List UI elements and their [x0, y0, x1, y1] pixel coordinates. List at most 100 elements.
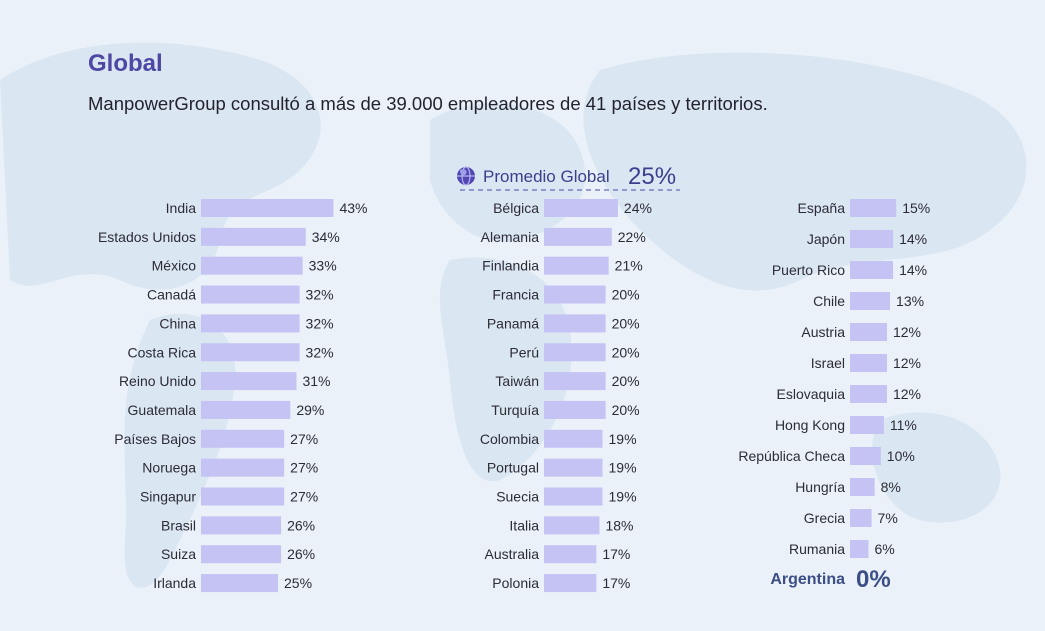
- value-label: 20%: [612, 373, 640, 389]
- bar: [201, 285, 300, 304]
- bar: [201, 314, 300, 333]
- page-title: Global: [88, 50, 163, 77]
- value-label: 29%: [296, 402, 324, 418]
- value-label: 12%: [893, 386, 921, 402]
- value-label: 24%: [624, 200, 652, 216]
- bar: [201, 256, 303, 275]
- category-label: Japón: [807, 231, 845, 247]
- bar: [544, 429, 603, 448]
- value-label: 20%: [612, 315, 640, 331]
- value-label: 32%: [306, 344, 334, 360]
- value-label: 15%: [902, 200, 930, 216]
- value-label: 10%: [887, 448, 915, 464]
- value-label: 20%: [612, 402, 640, 418]
- bars-layer: India 43% Estados Unidos 34% México 33% Canadá…: [98, 199, 930, 593]
- bar: [850, 478, 875, 496]
- value-label: 26%: [287, 517, 315, 533]
- bar: [850, 447, 881, 465]
- category-label: Hong Kong: [775, 417, 845, 433]
- value-label: 32%: [306, 287, 334, 303]
- category-label: Estados Unidos: [98, 229, 196, 245]
- bar: [544, 199, 618, 217]
- category-label: Alemania: [481, 229, 540, 245]
- value-label: 18%: [605, 517, 633, 533]
- category-label: Eslovaquia: [777, 386, 846, 402]
- category-label: Países Bajos: [114, 431, 196, 447]
- category-label: China: [159, 315, 196, 331]
- value-label: 17%: [602, 546, 630, 562]
- bar: [850, 385, 887, 403]
- bar: [850, 540, 869, 558]
- bar: [850, 354, 887, 372]
- category-label: Francia: [492, 287, 539, 303]
- bar-column-1: India 43% Estados Unidos 34% México 33% Canadá…: [98, 199, 367, 593]
- bar: [544, 400, 606, 419]
- category-label: Taiwán: [495, 373, 539, 389]
- category-label: Noruega: [142, 460, 196, 476]
- bar: [850, 199, 897, 217]
- category-label: Polonia: [492, 575, 539, 591]
- bar: [201, 199, 334, 217]
- bar: [544, 227, 612, 246]
- value-label: 14%: [899, 262, 927, 278]
- bar: [850, 261, 894, 279]
- category-label: Austria: [801, 324, 845, 340]
- category-label: Chile: [813, 293, 845, 309]
- value-label: 34%: [312, 229, 340, 245]
- value-label: 43%: [339, 200, 367, 216]
- bar: [201, 343, 300, 362]
- category-label: Finlandia: [482, 258, 539, 274]
- globe-icon: [457, 166, 475, 186]
- category-label: Guatemala: [128, 402, 197, 418]
- bar: [544, 256, 609, 275]
- bar: [850, 509, 872, 527]
- value-label: 6%: [874, 541, 894, 557]
- bar: [201, 429, 285, 448]
- value-label: 27%: [290, 431, 318, 447]
- category-label: Portugal: [487, 460, 539, 476]
- value-label: 11%: [890, 417, 917, 433]
- value-label: 7%: [878, 510, 898, 526]
- bar: [201, 227, 306, 246]
- bar: [201, 574, 278, 593]
- bar-column-3: España 15% Japón 14% Puerto Rico 14% Chile 13% A…: [738, 199, 930, 558]
- bar: [201, 516, 282, 535]
- bar: [544, 343, 606, 362]
- category-label: Hungría: [795, 479, 845, 495]
- category-label: Canadá: [147, 287, 196, 303]
- bar: [201, 545, 282, 564]
- value-label: 14%: [899, 231, 927, 247]
- value-label: 19%: [609, 460, 637, 476]
- bar: [544, 516, 600, 535]
- category-label: México: [152, 258, 197, 274]
- argentina-value: 0%: [856, 566, 891, 593]
- bar: [850, 230, 894, 248]
- category-label: Italia: [509, 517, 539, 533]
- value-label: 19%: [609, 431, 637, 447]
- value-label: 26%: [287, 546, 315, 562]
- bar: [201, 400, 291, 419]
- value-label: 20%: [612, 344, 640, 360]
- value-label: 22%: [618, 229, 646, 245]
- category-label: Rumania: [789, 541, 845, 557]
- category-label: Israel: [811, 355, 845, 371]
- value-label: 19%: [609, 489, 637, 505]
- category-label: Bélgica: [493, 200, 539, 216]
- bar: [850, 323, 887, 341]
- value-label: 33%: [309, 258, 337, 274]
- category-label: España: [798, 200, 846, 216]
- category-label: Suiza: [161, 546, 196, 562]
- category-label: India: [166, 200, 197, 216]
- value-label: 20%: [612, 287, 640, 303]
- bar-column-2: Bélgica 24% Alemania 22% Finlandia 21% Francia…: [480, 199, 652, 593]
- bar: [201, 458, 285, 477]
- global-average-value: 25%: [628, 163, 676, 190]
- category-label: República Checa: [738, 448, 845, 464]
- bar: [544, 487, 603, 506]
- category-label: Puerto Rico: [772, 262, 845, 278]
- category-label: Costa Rica: [128, 344, 197, 360]
- value-label: 21%: [615, 258, 643, 274]
- value-label: 27%: [290, 460, 318, 476]
- bar: [850, 292, 891, 310]
- value-label: 8%: [881, 479, 901, 495]
